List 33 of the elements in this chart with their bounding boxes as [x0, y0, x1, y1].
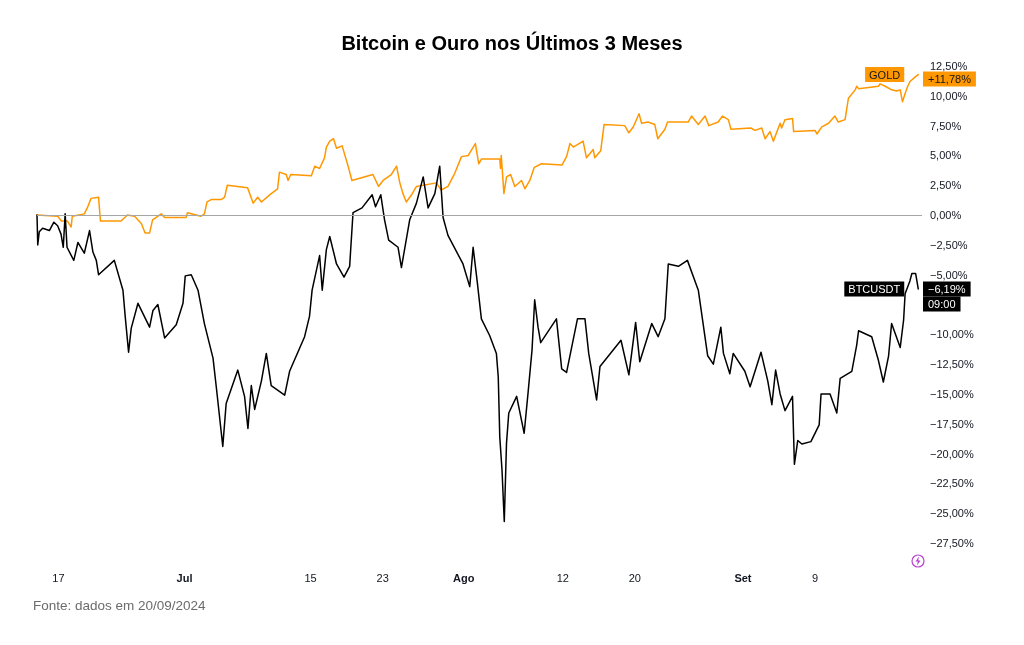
y-tick-label: 10,00%	[930, 89, 968, 102]
x-tick-label: 15	[304, 571, 317, 584]
x-tick-label: 9	[811, 571, 819, 584]
y-tick-label: −12,50%	[930, 358, 974, 371]
x-tick-label: Ago	[453, 571, 475, 584]
y-tick-label: 2,50%	[930, 179, 962, 192]
x-tick-label: 20	[628, 571, 642, 584]
x-tick-label: Set	[734, 571, 752, 584]
x-tick-label: 12	[556, 571, 569, 584]
y-tick-label: −17,50%	[930, 417, 974, 430]
line-series	[36, 165, 919, 523]
annotation: +11,78%	[928, 73, 972, 85]
annotation: −6,19%	[928, 282, 966, 295]
x-tick-label: Jul	[176, 571, 193, 584]
y-tick-label: −15,00%	[930, 387, 974, 400]
y-tick-label: −22,50%	[930, 477, 974, 490]
chart-title: Bitcoin e Ouro nos Últimos 3 Meses	[341, 31, 683, 54]
y-tick-label: −2,50%	[930, 238, 968, 251]
x-tick-label: 17	[52, 571, 65, 584]
y-tick-label: 5,00%	[930, 149, 962, 162]
y-tick-label: −27,50%	[930, 537, 974, 549]
y-tick-label: 0,00%	[930, 209, 962, 222]
x-tick-label: 23	[376, 571, 389, 584]
legend-label: GOLD	[869, 68, 901, 81]
y-tick-label: 7,50%	[930, 119, 962, 132]
y-tick-label: −20,00%	[930, 447, 974, 460]
legend-label: BTCUSDT	[848, 282, 901, 295]
y-tick-label: −25,00%	[930, 507, 974, 520]
y-tick-label: −5,00%	[930, 268, 968, 281]
source-note: Fonte: dados em 20/09/2024	[33, 597, 207, 613]
y-tick-label: 12,50%	[930, 60, 968, 72]
annotation: 09:00	[928, 297, 956, 310]
y-tick-label: −10,00%	[930, 328, 974, 341]
